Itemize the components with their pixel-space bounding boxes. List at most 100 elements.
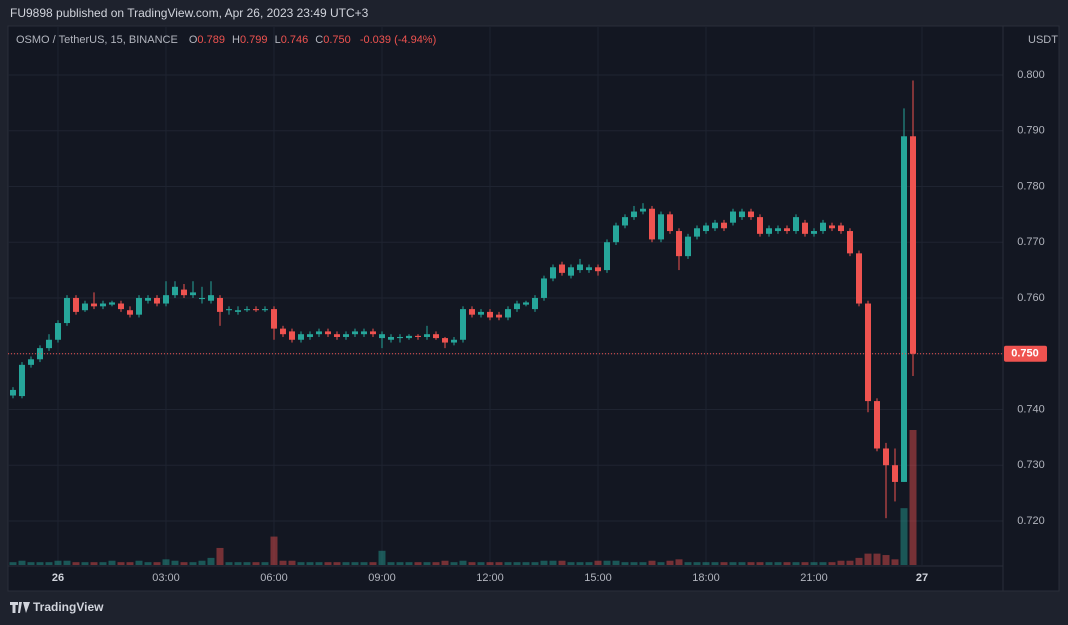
- volume-bar: [144, 562, 152, 565]
- candle-body: [648, 208, 655, 240]
- currency: USDT: [1028, 34, 1058, 46]
- candle-body: [909, 136, 916, 354]
- volume-bar: [603, 560, 611, 565]
- candle-body: [360, 331, 367, 335]
- candle-body: [288, 331, 295, 340]
- candle-body: [9, 389, 16, 396]
- candle-body: [585, 267, 592, 271]
- volume-bar: [819, 562, 827, 565]
- candle-body: [297, 334, 304, 340]
- candle-body: [423, 334, 430, 337]
- volume-bar: [324, 562, 332, 565]
- candle-body: [99, 303, 106, 307]
- candle-body: [162, 295, 169, 304]
- candle-body: [234, 310, 241, 312]
- volume-bar: [873, 553, 881, 565]
- candle-body: [324, 331, 331, 335]
- x-tick-label: 03:00: [152, 572, 180, 584]
- y-tick-label: 0.800: [1017, 69, 1045, 81]
- volume-bar: [351, 562, 359, 565]
- volume-bar: [684, 562, 692, 565]
- volume-bar: [189, 562, 197, 565]
- volume-bar: [90, 562, 98, 565]
- x-tick-label: 12:00: [476, 572, 504, 584]
- volume-bar: [486, 562, 494, 565]
- candle-body: [774, 228, 781, 232]
- candle-body: [270, 309, 277, 329]
- candle-body: [846, 231, 853, 254]
- y-tick-label: 0.730: [1017, 459, 1045, 471]
- volume-bar: [783, 562, 791, 565]
- volume-bar: [108, 560, 116, 565]
- candle-body: [693, 228, 700, 237]
- x-tick-label: 26: [52, 572, 64, 584]
- candle-body: [126, 310, 133, 315]
- volume-bar: [567, 562, 575, 565]
- legend-value: 0.746: [281, 34, 309, 46]
- candle-body: [567, 267, 574, 276]
- volume-bar: [747, 562, 755, 565]
- candle-body: [612, 225, 619, 243]
- candle-body: [432, 334, 439, 339]
- candle-body: [243, 309, 250, 311]
- volume-bar: [360, 562, 368, 565]
- candle-body: [702, 225, 709, 232]
- candle-body: [864, 303, 871, 402]
- volume-bar: [36, 562, 44, 565]
- volume-bar: [549, 560, 557, 565]
- volume-bar: [135, 560, 143, 565]
- candle-body: [630, 211, 637, 218]
- candle-body: [837, 225, 844, 232]
- candle-body: [315, 331, 322, 335]
- volume-bar: [495, 562, 503, 565]
- volume-bar: [414, 562, 422, 565]
- candle-body: [729, 211, 736, 223]
- candle-body: [351, 331, 358, 335]
- candle-body: [306, 334, 313, 337]
- x-tick-label: 09:00: [368, 572, 396, 584]
- candle-body: [603, 242, 610, 271]
- x-tick-label: 06:00: [260, 572, 288, 584]
- y-tick-label: 0.720: [1017, 515, 1045, 527]
- candle-body: [54, 323, 61, 340]
- candle-body: [621, 217, 628, 226]
- volume-bar: [720, 562, 728, 565]
- volume-bar: [801, 562, 809, 565]
- candle-body: [495, 314, 502, 318]
- volume-bar: [738, 562, 746, 565]
- volume-bar: [594, 560, 602, 565]
- candle-body: [891, 465, 898, 482]
- volume-bar: [288, 560, 296, 565]
- candle-body: [900, 136, 907, 482]
- volume-bar: [432, 562, 440, 565]
- volume-bar: [225, 562, 233, 565]
- candle-body: [405, 335, 412, 339]
- volume-bar: [81, 562, 89, 565]
- volume-bar: [792, 562, 800, 565]
- candle-body: [657, 214, 664, 240]
- symbol: OSMO / TetherUS, 15, BINANCE: [16, 34, 178, 46]
- candle-body: [756, 217, 763, 234]
- volume-bar: [396, 562, 404, 565]
- plot: [8, 27, 1003, 565]
- volume-bar: [585, 562, 593, 565]
- candle-body: [522, 302, 529, 305]
- volume-bar: [333, 562, 341, 565]
- volume-bar: [261, 562, 269, 565]
- candle-body: [711, 222, 718, 229]
- candle-body: [855, 253, 862, 304]
- last-price-label: 0.750: [1011, 348, 1039, 360]
- volume-bar: [153, 562, 161, 565]
- logo: [10, 602, 30, 613]
- volume-bar: [387, 562, 395, 565]
- brand: TradingView: [33, 600, 104, 614]
- x-tick-label: 21:00: [800, 572, 828, 584]
- candle-body: [189, 292, 196, 296]
- legend-key: H: [232, 34, 240, 46]
- legend-value: 0.789: [197, 34, 225, 46]
- x-tick-label: 15:00: [584, 572, 612, 584]
- candle-body: [153, 297, 160, 304]
- volume-bar: [756, 562, 764, 565]
- published: FU9898 published on TradingView.com, Apr…: [10, 6, 369, 20]
